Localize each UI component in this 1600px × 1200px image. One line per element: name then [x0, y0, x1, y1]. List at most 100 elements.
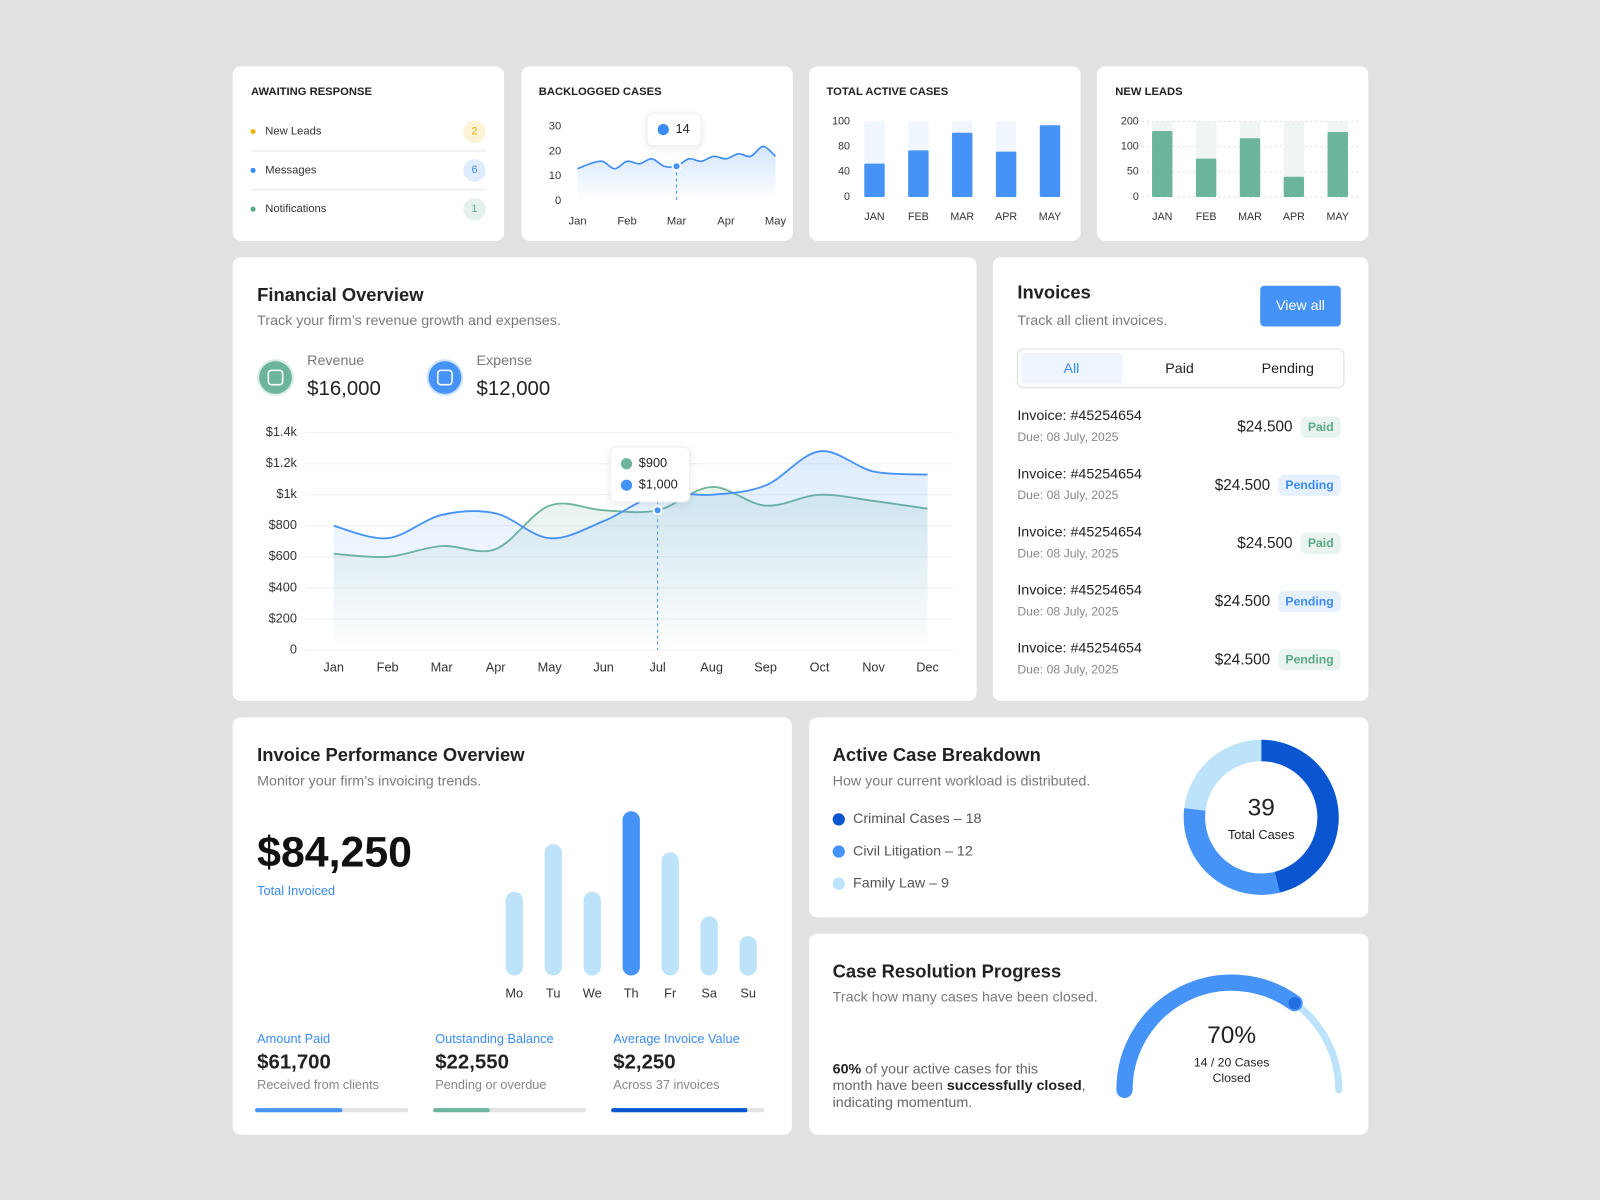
stat-note: Across 37 invoices: [613, 1077, 719, 1092]
y-tick-label: 10: [549, 170, 561, 182]
x-tick-label: MAY: [1039, 211, 1061, 223]
status-pill: [1278, 648, 1341, 671]
invoice-amount: $24.500: [1237, 535, 1292, 552]
x-tick-label: APR: [995, 211, 1017, 223]
highlight-point: [671, 161, 682, 172]
status-label: Pending: [1285, 594, 1333, 608]
bar: [908, 150, 929, 197]
view-all-button[interactable]: [1260, 285, 1341, 327]
item-label: New Leads: [265, 126, 322, 138]
summary-icon-glyph: [267, 369, 284, 386]
invoice-amount: $24.500: [1215, 593, 1270, 610]
y-tick-label: $400: [269, 579, 297, 594]
invoice-due: Due: 08 July, 2025: [1017, 663, 1118, 677]
status-dot: [250, 206, 256, 212]
tooltip-value: $900: [639, 455, 667, 470]
line: [333, 450, 928, 540]
y-tick-label: 0: [555, 195, 561, 207]
invoice-number: Invoice: #45254654: [1017, 466, 1142, 482]
stat-label: Average Invoice Value: [613, 1031, 739, 1046]
gauge-value: 70%: [1207, 1022, 1256, 1049]
x-tick-label: Feb: [617, 215, 636, 227]
tab-label: All: [1063, 361, 1079, 377]
y-tick-label: $600: [269, 548, 297, 563]
x-tick-label: Th: [624, 985, 639, 1000]
card-title: Active Case Breakdown: [833, 744, 1041, 765]
y-tick-label: $800: [269, 517, 297, 532]
bar: [1283, 176, 1305, 197]
progress-fill: [255, 1108, 343, 1113]
card-subtitle: Track all client invoices.: [1017, 313, 1167, 329]
tab-label: Paid: [1165, 361, 1194, 377]
card-subtitle: Track how many cases have been closed.: [833, 990, 1098, 1006]
x-tick-label: Nov: [862, 660, 885, 675]
paragraph-line: 60% of your active cases for this: [833, 1061, 1038, 1077]
summary-value: $16,000: [307, 378, 381, 400]
card-title: TOTAL ACTIVE CASES: [827, 86, 949, 98]
summary-label: Revenue: [307, 353, 364, 369]
item-label: Messages: [265, 164, 317, 176]
bar: [583, 891, 601, 976]
invoice-number: Invoice: #45254654: [1017, 408, 1142, 424]
tooltip-dot: [620, 479, 633, 491]
x-tick-label: FEB: [908, 211, 929, 223]
bar: [1327, 131, 1348, 197]
view-all-label: View all: [1276, 298, 1325, 314]
status-pill: [1278, 590, 1341, 613]
bar: [1152, 130, 1173, 197]
card-title: Invoice Performance Overview: [257, 744, 525, 765]
x-tick-label: JAN: [1152, 211, 1172, 223]
y-tick-label: 100: [832, 115, 850, 127]
card-title: BACKLOGGED CASES: [539, 86, 662, 98]
invoice-amount: $24.500: [1215, 651, 1270, 668]
legend-dot: [832, 877, 845, 890]
invoice-due: Due: 08 July, 2025: [1017, 604, 1118, 618]
x-tick-label: May: [538, 660, 563, 675]
x-tick-label: Jul: [649, 660, 665, 675]
paragraph-line: month have been successfully closed,: [833, 1078, 1086, 1094]
card-title: Case Resolution Progress: [833, 960, 1062, 981]
badge-count: 2: [472, 125, 478, 137]
x-tick-label: Sep: [754, 660, 777, 675]
stat-note: Pending or overdue: [435, 1077, 546, 1092]
status-dot: [250, 167, 256, 173]
bar: [1039, 125, 1061, 197]
x-tick-label: Apr: [486, 660, 507, 675]
progress-fill: [611, 1108, 748, 1113]
bar: [739, 936, 757, 976]
tab[interactable]: [1021, 353, 1123, 384]
x-tick-label: Jun: [593, 660, 614, 675]
bar: [864, 163, 885, 197]
y-tick-label: 100: [1121, 140, 1139, 152]
paragraph-part: month have been: [833, 1078, 947, 1094]
x-tick-label: Sa: [701, 985, 718, 1000]
invoice-amount: $24.500: [1215, 477, 1270, 494]
tab[interactable]: [1129, 353, 1231, 384]
tooltip-value: $1,000: [639, 477, 678, 492]
stat-label: Amount Paid: [257, 1031, 330, 1046]
status-pill: [1300, 532, 1341, 555]
total-label: Total Invoiced: [257, 883, 335, 898]
tooltip-dot: [657, 123, 669, 136]
x-tick-label: MAY: [1327, 211, 1349, 223]
card-title: Invoices: [1017, 282, 1090, 303]
tooltip: [646, 112, 702, 147]
card-subtitle: Monitor your firm’s invoicing trends.: [257, 773, 481, 789]
stat-note: Received from clients: [257, 1077, 379, 1092]
x-tick-label: Oct: [810, 660, 830, 675]
card: [809, 66, 1081, 241]
card-title: AWAITING RESPONSE: [251, 86, 372, 98]
y-tick-label: $1k: [276, 486, 297, 501]
status-label: Pending: [1285, 652, 1333, 666]
x-tick-label: APR: [1283, 211, 1305, 223]
progress-fill: [433, 1108, 490, 1113]
donut-segment: [1183, 808, 1280, 895]
summary-value: $12,000: [477, 378, 551, 400]
y-tick-label: 20: [549, 145, 561, 157]
y-tick-label: 0: [844, 191, 850, 203]
status-label: Pending: [1285, 478, 1333, 492]
tab[interactable]: [1237, 353, 1339, 384]
highlight-point: [652, 505, 663, 516]
